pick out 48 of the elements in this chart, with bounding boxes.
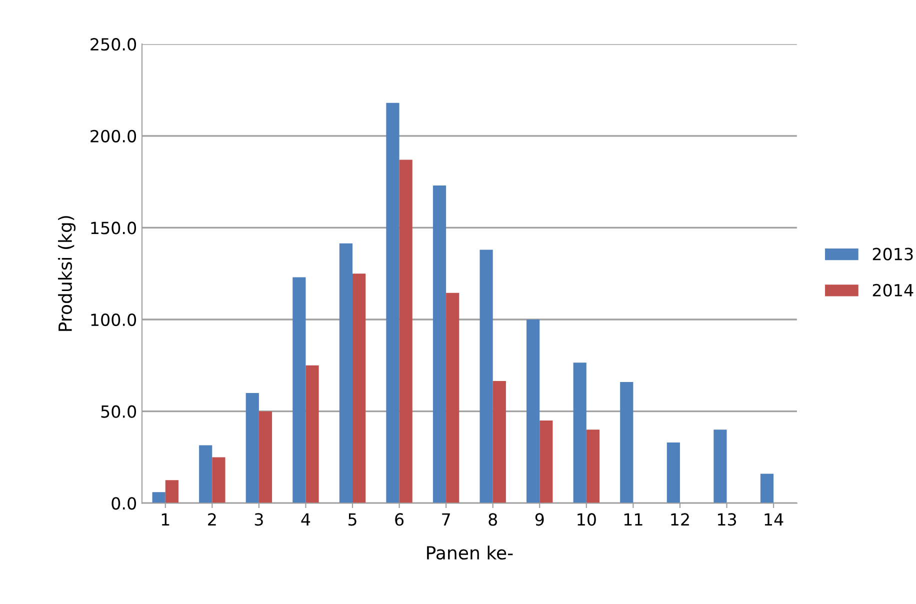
bar bbox=[620, 382, 634, 504]
x-tick-label: 14 bbox=[764, 513, 784, 526]
y-axis-title: Produksi (kg) bbox=[58, 216, 76, 331]
legend-label: 2014 bbox=[872, 284, 914, 297]
bar bbox=[352, 274, 366, 504]
bar bbox=[152, 492, 166, 504]
x-tick-label: 9 bbox=[535, 513, 544, 526]
x-tick-label: 12 bbox=[671, 513, 689, 526]
bar bbox=[258, 411, 272, 504]
bar bbox=[586, 430, 600, 504]
bar bbox=[386, 102, 400, 504]
bar bbox=[292, 277, 306, 504]
bar bbox=[212, 457, 226, 504]
x-tick-label: 3 bbox=[254, 513, 263, 526]
x-tick-label: 11 bbox=[624, 513, 642, 526]
x-tick-label: 13 bbox=[718, 513, 736, 526]
bar bbox=[199, 445, 212, 504]
x-tick-label: 10 bbox=[578, 513, 596, 526]
x-tick-label: 6 bbox=[395, 513, 404, 526]
bar bbox=[165, 480, 178, 504]
x-tick-label: 7 bbox=[442, 513, 450, 526]
x-tick-label: 1 bbox=[162, 513, 170, 526]
y-tick-label: 100.0 bbox=[91, 313, 136, 326]
y-tick-label: 150.0 bbox=[91, 222, 136, 234]
bar bbox=[714, 430, 727, 504]
legend-label: 2013 bbox=[872, 248, 913, 260]
x-tick-label: 5 bbox=[348, 513, 356, 526]
y-tick-label: 250.0 bbox=[90, 38, 136, 51]
y-tick-label: 0.0 bbox=[112, 497, 136, 510]
x-axis-title: Panen ke- bbox=[427, 546, 513, 560]
bar bbox=[246, 392, 259, 504]
bar bbox=[540, 420, 553, 504]
bar bbox=[339, 243, 352, 504]
bar bbox=[573, 362, 586, 504]
bar bbox=[760, 474, 774, 504]
x-tick-label: 4 bbox=[301, 513, 310, 526]
x-tick-label: 2 bbox=[208, 513, 216, 526]
bar bbox=[492, 381, 506, 504]
bar bbox=[306, 365, 319, 504]
bar bbox=[446, 292, 460, 504]
bar bbox=[432, 185, 446, 504]
y-tick-label: 200.0 bbox=[90, 130, 136, 142]
bar bbox=[666, 442, 680, 504]
bar bbox=[399, 160, 412, 504]
bar bbox=[526, 320, 540, 504]
bar bbox=[480, 250, 493, 504]
y-tick-label: 50.0 bbox=[101, 405, 136, 418]
x-tick-label: 8 bbox=[488, 513, 497, 526]
